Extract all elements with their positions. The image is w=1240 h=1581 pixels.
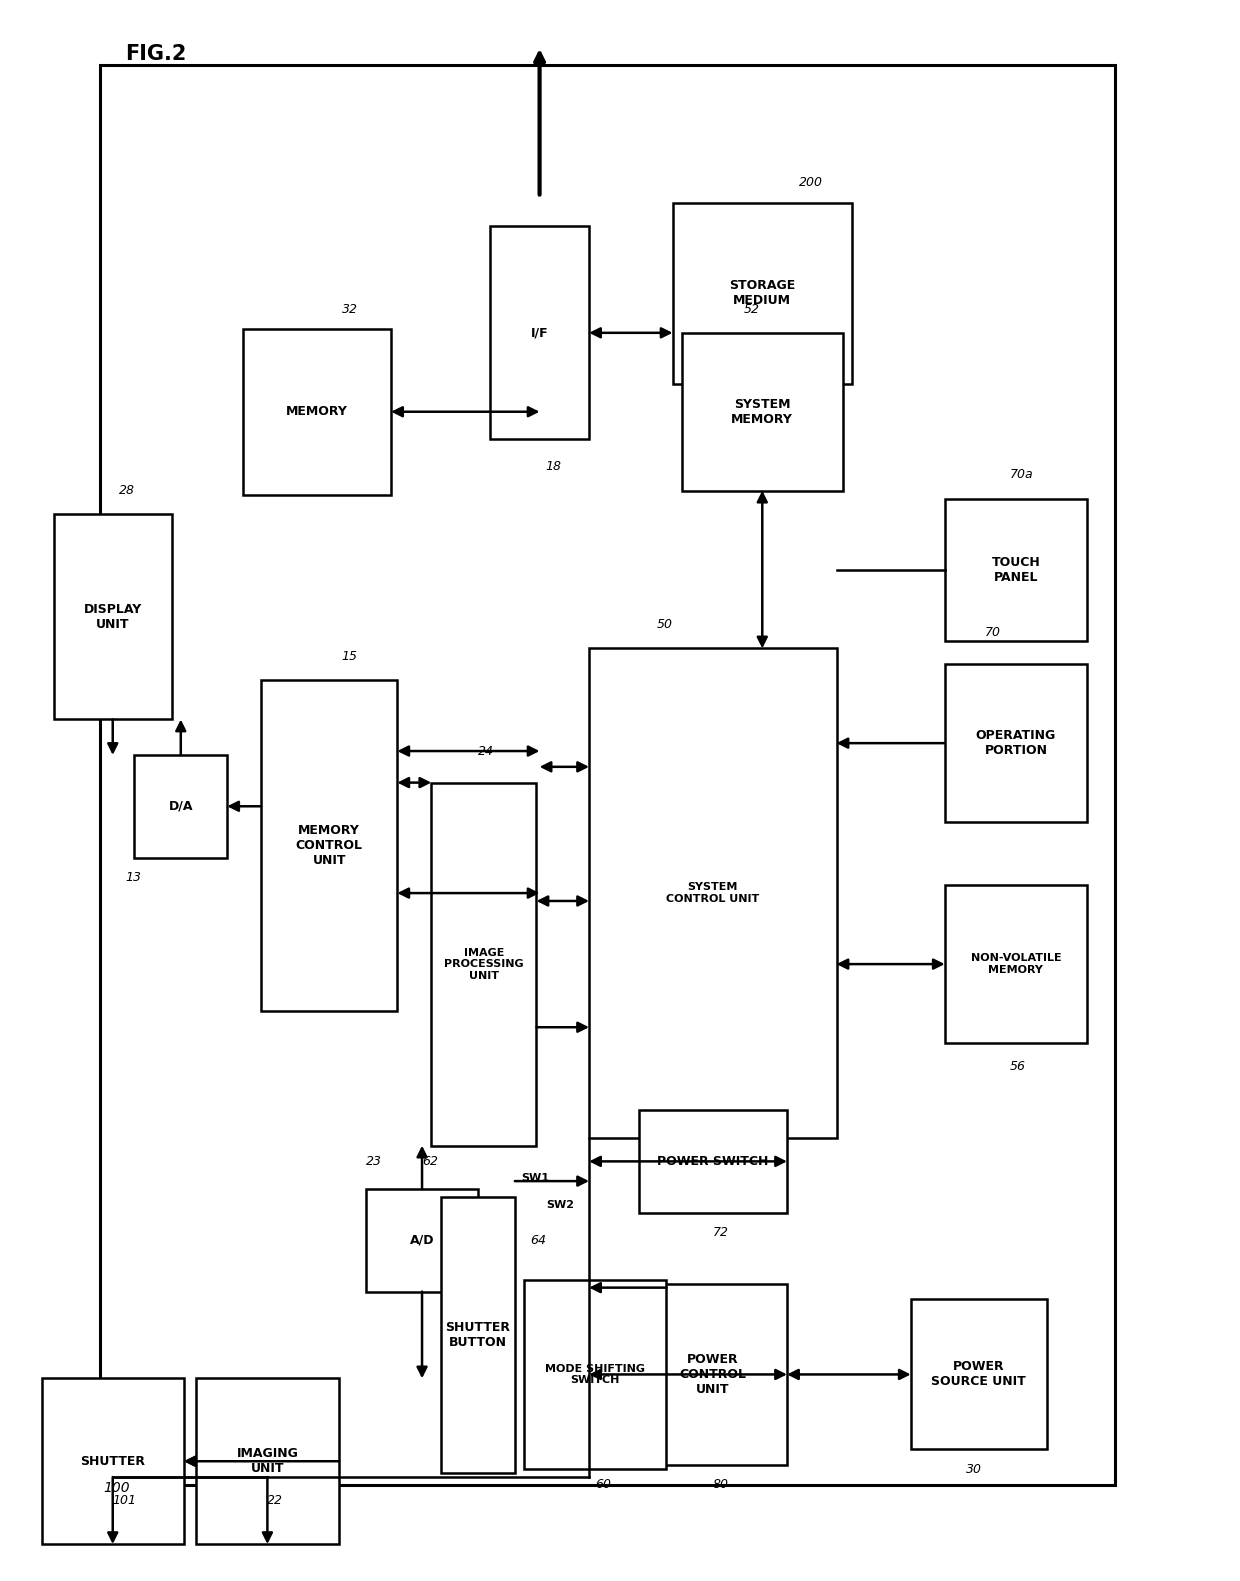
Text: 200: 200 (800, 177, 823, 190)
Text: TOUCH
PANEL: TOUCH PANEL (992, 555, 1040, 583)
Text: 80: 80 (713, 1478, 729, 1491)
Text: MODE SHIFTING
SWITCH: MODE SHIFTING SWITCH (546, 1364, 645, 1385)
Text: SYSTEM
CONTROL UNIT: SYSTEM CONTROL UNIT (666, 882, 759, 904)
Bar (55, 514, 171, 719)
Text: I/F: I/F (531, 326, 548, 340)
Bar (440, 1197, 515, 1473)
Bar (945, 498, 1087, 640)
Text: A/D: A/D (409, 1233, 434, 1247)
Text: 18: 18 (546, 460, 562, 473)
Text: 101: 101 (113, 1494, 136, 1507)
Text: SYSTEM
MEMORY: SYSTEM MEMORY (732, 398, 794, 425)
Bar (910, 1300, 1047, 1450)
Bar (639, 1284, 787, 1466)
Bar (432, 783, 537, 1146)
Text: NON-VOLATILE
MEMORY: NON-VOLATILE MEMORY (971, 953, 1061, 975)
Text: MEMORY
CONTROL
UNIT: MEMORY CONTROL UNIT (296, 824, 363, 868)
Text: SHUTTER: SHUTTER (81, 1455, 145, 1467)
Bar (589, 648, 837, 1138)
Text: 15: 15 (342, 650, 357, 662)
Text: 22: 22 (268, 1494, 284, 1507)
Bar (682, 334, 843, 490)
Text: FIG.2: FIG.2 (125, 44, 186, 63)
Text: 30: 30 (966, 1462, 982, 1475)
Text: POWER
CONTROL
UNIT: POWER CONTROL UNIT (680, 1353, 746, 1396)
Bar (196, 1379, 339, 1545)
Text: IMAGING
UNIT: IMAGING UNIT (237, 1447, 299, 1475)
Bar (42, 1379, 184, 1545)
Text: 28: 28 (119, 484, 135, 496)
Text: 70a: 70a (1009, 468, 1033, 481)
Text: STORAGE
MEDIUM: STORAGE MEDIUM (729, 280, 795, 307)
Text: 60: 60 (595, 1478, 611, 1491)
Text: POWER SWITCH: POWER SWITCH (657, 1154, 769, 1168)
Bar (243, 329, 391, 495)
Text: 72: 72 (713, 1225, 729, 1240)
Text: 52: 52 (744, 302, 760, 316)
Text: MEMORY: MEMORY (286, 405, 347, 419)
Text: 100: 100 (103, 1481, 129, 1496)
Bar (639, 1110, 787, 1213)
Text: POWER
SOURCE UNIT: POWER SOURCE UNIT (931, 1360, 1027, 1388)
Bar (672, 202, 852, 384)
Bar (366, 1189, 477, 1292)
Text: 24: 24 (477, 745, 494, 757)
Text: OPERATING
PORTION: OPERATING PORTION (976, 729, 1056, 757)
Bar (262, 680, 397, 1012)
Text: 23: 23 (366, 1154, 382, 1168)
Text: SHUTTER
BUTTON: SHUTTER BUTTON (445, 1322, 510, 1349)
Text: 70: 70 (985, 626, 1001, 639)
Text: 56: 56 (1009, 1061, 1025, 1073)
Text: 32: 32 (342, 302, 357, 316)
Bar (490, 226, 589, 440)
Text: IMAGE
PROCESSING
UNIT: IMAGE PROCESSING UNIT (444, 947, 523, 980)
Bar (525, 1279, 666, 1469)
Text: 13: 13 (125, 871, 141, 884)
Bar (100, 65, 1115, 1485)
Text: SW2: SW2 (546, 1200, 574, 1209)
Text: 50: 50 (657, 618, 673, 631)
Text: DISPLAY
UNIT: DISPLAY UNIT (83, 602, 141, 631)
Bar (945, 885, 1087, 1043)
Bar (945, 664, 1087, 822)
Bar (134, 756, 227, 857)
Text: D/A: D/A (169, 800, 193, 813)
Text: 64: 64 (531, 1233, 547, 1247)
Text: 62: 62 (422, 1154, 438, 1168)
Text: SW1: SW1 (521, 1173, 549, 1183)
